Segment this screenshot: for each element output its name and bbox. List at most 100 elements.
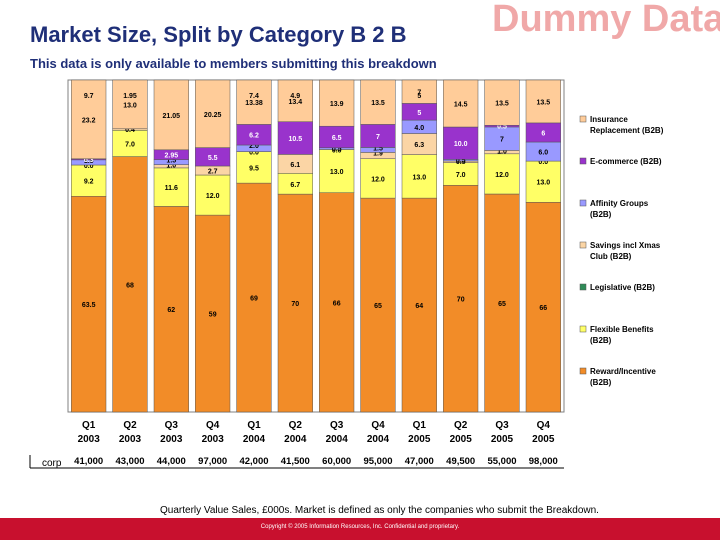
data-label: 1.9 [373, 150, 383, 157]
legend-swatch [579, 283, 587, 291]
data-label: 6.7 [290, 182, 300, 189]
table-value: 98,000 [529, 456, 558, 467]
x-tick-label: 2003 [202, 434, 225, 445]
x-tick-label: Q1 [247, 420, 261, 431]
bar-segment [319, 149, 355, 193]
legend-label: E-commerce (B2B) [590, 157, 662, 166]
x-tick-label: Q3 [330, 420, 344, 431]
data-label: 14.5 [454, 102, 468, 109]
x-tick-label: 2005 [491, 434, 514, 445]
data-label: 2.7 [208, 169, 218, 176]
data-label: 20.25 [204, 112, 222, 119]
x-tick-label: Q2 [123, 420, 137, 431]
data-label: 13.0 [330, 169, 344, 176]
data-label: 13.0 [412, 174, 426, 181]
bar-segment [484, 79, 520, 126]
x-tick-label: 2005 [450, 434, 473, 445]
legend-label: (B2B) [590, 210, 612, 219]
bar-segment [112, 156, 148, 413]
bar-segment [484, 153, 520, 195]
bar-segment [71, 195, 107, 413]
data-label: 6.2 [249, 133, 259, 140]
bar-segment [195, 79, 231, 148]
data-label: 1.5 [84, 158, 94, 165]
data-label: 63.5 [82, 302, 96, 309]
data-label: 13.5 [371, 100, 385, 107]
data-label: 13.38 [245, 100, 263, 107]
data-label: 0.0 [84, 163, 94, 170]
data-label: 21.05 [163, 113, 181, 120]
legend-swatch [579, 157, 587, 165]
legend-swatch [579, 325, 587, 333]
table-value: 43,000 [115, 456, 144, 467]
x-tick-label: 2003 [160, 434, 183, 445]
bar-group: 63.59.20.01.50.323.29.7687.00.413.01.956… [71, 79, 561, 413]
bar-segment [112, 79, 148, 130]
x-tick-label: 2005 [532, 434, 555, 445]
x-tick-label: Q2 [289, 420, 303, 431]
data-label: 6 [541, 130, 545, 137]
table-value: 41,500 [281, 456, 310, 467]
data-label: 12.0 [495, 172, 509, 179]
bar-segment [401, 154, 437, 199]
legend-label: Flexible Benefits [590, 325, 654, 334]
bar-segment [71, 164, 107, 197]
bar-segment [360, 79, 396, 125]
data-label: 0.0 [538, 159, 548, 166]
data-label: 4.9 [290, 93, 300, 100]
data-label: 9.2 [84, 179, 94, 186]
x-tick-label: 2004 [284, 434, 307, 445]
data-label: 1.5 [373, 146, 383, 153]
bar-segment [443, 79, 479, 128]
bar-segment [236, 79, 272, 125]
data-label: 13.0 [123, 102, 137, 109]
x-tick-label: Q4 [537, 420, 551, 431]
data-label: 65 [498, 301, 506, 308]
x-tick-label: Q4 [206, 420, 220, 431]
x-tick-label: 2003 [119, 434, 142, 445]
data-label: 0.0 [249, 150, 259, 157]
data-label: 7 [500, 137, 504, 144]
data-label: 4.0 [414, 125, 424, 132]
data-label: 10.5 [288, 136, 302, 143]
x-tick-label: 2004 [326, 434, 349, 445]
bar-segment [153, 206, 189, 413]
footnote: Quarterly Value Sales, £000s. Market is … [160, 505, 599, 516]
legend-swatch [579, 241, 587, 249]
data-label: 7.4 [249, 93, 259, 100]
data-label: 10.0 [454, 141, 468, 148]
bar-segment [525, 79, 561, 124]
data-label: 13.5 [536, 99, 550, 106]
data-label: 1.95 [123, 93, 137, 100]
data-label: 5 [417, 110, 421, 117]
data-label: 9.7 [84, 93, 94, 100]
bar-segment [195, 174, 231, 216]
copyright-text: Copyright © 2005 Information Resources, … [260, 524, 460, 530]
table-value: 44,000 [157, 456, 186, 467]
legend: Insurance Replacement (B2B) E-commerce (B2… [579, 115, 664, 387]
data-label: 59 [209, 312, 217, 319]
bar-segment [319, 192, 355, 413]
bar-segment [525, 202, 561, 413]
data-label: 70 [291, 301, 299, 308]
bar-segment [277, 193, 313, 413]
data-label: 0.5 [456, 159, 466, 166]
data-label: 70 [457, 297, 465, 304]
bar-segment [360, 158, 396, 199]
bar-segment [443, 126, 479, 160]
bar-segment [153, 167, 189, 207]
data-label: 68 [126, 282, 134, 289]
data-label: 0.3 [84, 157, 94, 164]
bar-segment [153, 79, 189, 151]
data-label: 2.0 [249, 143, 259, 150]
data-label: 6.1 [290, 162, 300, 169]
bar-segment [484, 193, 520, 413]
x-tick-label: 2005 [408, 434, 431, 445]
legend-label: (B2B) [590, 378, 612, 387]
data-label: 11.6 [165, 185, 178, 192]
data-label: 0.4 [125, 127, 135, 134]
x-tick-label: Q1 [413, 420, 427, 431]
data-label: 66 [333, 300, 341, 307]
table-value: 95,000 [363, 456, 392, 467]
table-value: 49,500 [446, 456, 475, 467]
